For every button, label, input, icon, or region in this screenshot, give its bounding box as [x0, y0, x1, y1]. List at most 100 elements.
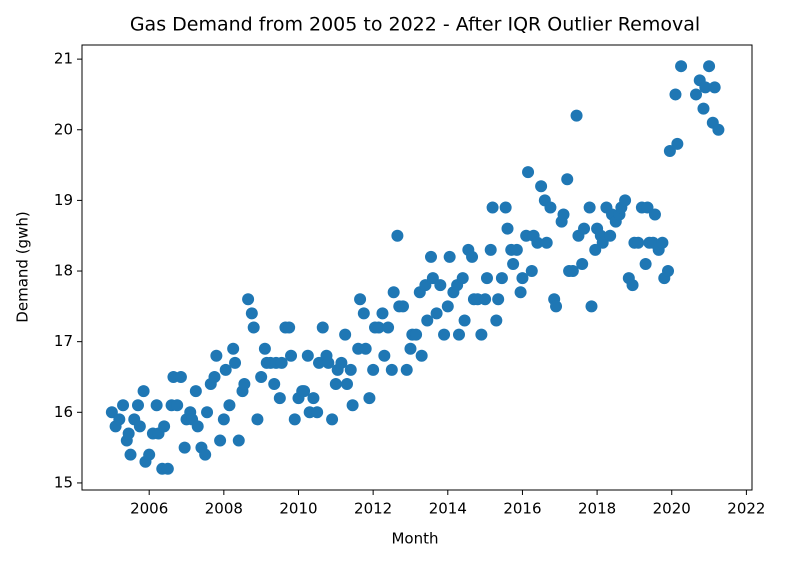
point: [415, 349, 428, 362]
point: [404, 342, 417, 355]
point: [131, 399, 144, 412]
point: [307, 392, 320, 405]
point: [313, 356, 326, 369]
point: [150, 399, 163, 412]
point: [344, 363, 357, 376]
point: [322, 356, 335, 369]
point: [604, 229, 617, 242]
point: [301, 349, 314, 362]
point: [178, 441, 191, 454]
point: [245, 307, 258, 320]
point: [430, 307, 443, 320]
point: [137, 385, 150, 398]
y-tick-label: 19: [54, 191, 73, 209]
point: [385, 363, 398, 376]
point: [229, 356, 242, 369]
point: [525, 265, 538, 278]
x-tick-label: 2018: [578, 500, 616, 518]
point: [378, 349, 391, 362]
point: [339, 328, 352, 341]
point: [122, 427, 135, 440]
point: [273, 392, 286, 405]
point: [117, 399, 130, 412]
point: [480, 272, 493, 285]
point: [357, 307, 370, 320]
point: [335, 356, 348, 369]
point: [656, 236, 669, 249]
point: [499, 201, 512, 214]
point: [619, 194, 632, 207]
point: [540, 236, 553, 249]
y-tick-label: 16: [54, 403, 73, 421]
point: [456, 272, 469, 285]
point: [475, 328, 488, 341]
point: [124, 448, 137, 461]
point: [419, 279, 432, 292]
point: [675, 60, 688, 73]
point: [105, 406, 118, 419]
point: [189, 385, 202, 398]
point: [561, 173, 574, 186]
point: [479, 293, 492, 306]
point: [507, 257, 520, 270]
point: [397, 300, 410, 313]
point: [424, 250, 437, 263]
point: [466, 250, 479, 263]
point: [191, 420, 204, 433]
point: [699, 81, 712, 94]
point: [641, 201, 654, 214]
point: [247, 321, 260, 334]
point: [283, 321, 296, 334]
point: [223, 399, 236, 412]
x-tick-label: 2006: [130, 500, 168, 518]
point: [514, 286, 527, 299]
point: [632, 236, 645, 249]
y-axis-label: Demand (gwh): [14, 211, 32, 322]
point: [516, 272, 529, 285]
y-tick-label: 20: [54, 120, 73, 138]
point: [458, 314, 471, 327]
point: [712, 123, 725, 136]
point: [354, 293, 367, 306]
point: [311, 406, 324, 419]
point: [161, 462, 174, 475]
x-tick-label: 2012: [354, 500, 392, 518]
y-tick-label: 21: [54, 50, 73, 68]
point: [219, 363, 232, 376]
point: [201, 406, 214, 419]
point: [217, 413, 230, 426]
point: [251, 413, 264, 426]
point: [363, 392, 376, 405]
point: [113, 413, 126, 426]
point: [495, 272, 508, 285]
point: [214, 434, 227, 447]
point: [550, 300, 563, 313]
point: [576, 257, 589, 270]
point: [452, 328, 465, 341]
point: [566, 265, 579, 278]
point: [387, 286, 400, 299]
point: [639, 257, 652, 270]
x-tick-label: 2016: [503, 500, 541, 518]
point: [535, 180, 548, 193]
point: [501, 222, 514, 235]
point: [486, 201, 499, 214]
point: [158, 420, 171, 433]
point: [376, 307, 389, 320]
point: [258, 342, 271, 355]
point: [708, 81, 721, 94]
point: [596, 236, 609, 249]
point: [626, 279, 639, 292]
x-tick-label: 2014: [429, 500, 467, 518]
point: [275, 356, 288, 369]
point: [391, 229, 404, 242]
point: [703, 60, 716, 73]
point: [510, 243, 523, 256]
point: [199, 448, 212, 461]
point: [421, 314, 434, 327]
point: [690, 88, 703, 101]
x-tick-label: 2008: [205, 500, 243, 518]
x-tick-label: 2010: [279, 500, 317, 518]
point: [434, 279, 447, 292]
point: [341, 378, 354, 391]
